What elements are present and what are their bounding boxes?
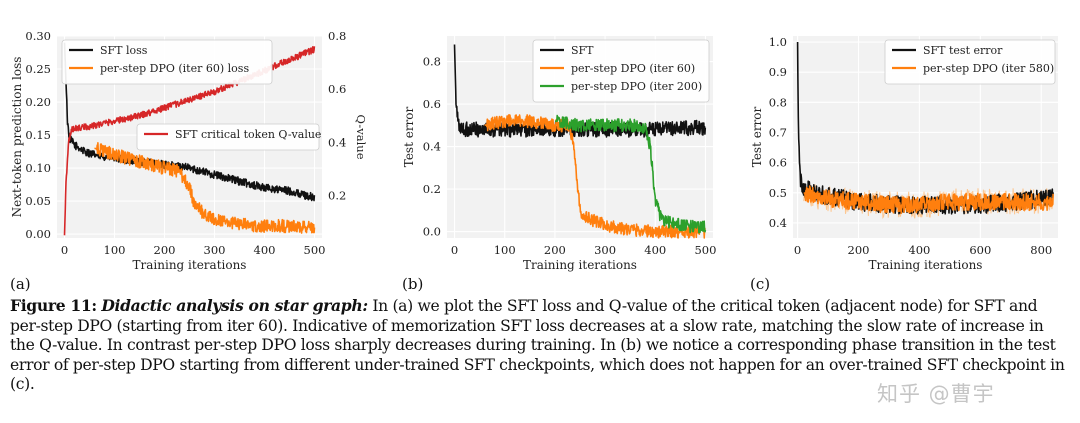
series-line-0 [453, 44, 707, 138]
panel-label: (b) [402, 275, 423, 293]
y-tick-label: 0.5 [769, 186, 787, 200]
x-tick-label: 400 [644, 243, 666, 257]
y-tick-label: 0.30 [25, 29, 51, 43]
y-tick-label: 0.25 [25, 62, 51, 76]
x-tick-label: 500 [304, 243, 326, 257]
y2-tick-label: 0.6 [328, 82, 346, 96]
legend-box [61, 39, 273, 85]
caption-text: In (a) we plot the SFT loss and Q-value … [10, 297, 1065, 394]
chart-panel-1: 0 100 200 300 400 500 0.0 0.2 0.4 0.6 0.8 Training … [402, 36, 716, 293]
legend: SFT critical token Q-value [136, 123, 321, 151]
y-tick-label: 0.8 [423, 55, 441, 69]
x-tick-label: 100 [494, 243, 516, 257]
x-tick-label: 800 [1030, 243, 1052, 257]
y-tick-label: 0.4 [769, 216, 787, 230]
series-line-1 [94, 142, 316, 234]
y-tick-label: 0.10 [25, 161, 51, 175]
legend-entry: SFT critical token Q-value [175, 128, 321, 141]
y-axis-label: Test error [750, 106, 764, 167]
y-tick-label: 0.2 [423, 182, 441, 196]
y-tick-label: 0.7 [769, 125, 787, 139]
y-tick-label: 0.0 [423, 225, 441, 239]
legend: SFT test error per-step DPO (iter 580) [884, 39, 1056, 85]
x-tick-label: 600 [969, 243, 991, 257]
x-tick-label: 100 [104, 243, 126, 257]
x-tick-label: 0 [61, 243, 68, 257]
x-tick-label: 0 [451, 243, 458, 257]
legend-entry: SFT loss [100, 44, 148, 57]
y-tick-label: 0.4 [423, 140, 441, 154]
x-tick-label: 200 [544, 243, 566, 257]
y-tick-label: 0.15 [25, 128, 51, 142]
y-axis-label: Test error [402, 106, 416, 167]
x-axis-label: Training iterations [869, 258, 983, 272]
legend-entry: SFT test error [923, 44, 1003, 57]
y-axis-label: Next-token prediction loss [10, 57, 24, 218]
x-axis-label: Training iterations [523, 258, 637, 272]
legend-entry: SFT [571, 44, 594, 57]
legend-entry: per-step DPO (iter 60) loss [100, 62, 249, 75]
series-line-2 [63, 46, 316, 236]
series-line-1 [803, 185, 1054, 214]
x-tick-label: 400 [908, 243, 930, 257]
y-tick-label: 0.9 [769, 65, 787, 79]
legend-entry: per-step DPO (iter 580) [923, 62, 1054, 75]
x-axis-label: Training iterations [133, 258, 247, 272]
figure-caption: Figure 11: Didactic analysis on star gra… [10, 296, 1072, 395]
x-tick-label: 300 [204, 243, 226, 257]
x-tick-label: 200 [154, 243, 176, 257]
legend-box [884, 39, 1056, 85]
chart-panel-0: 0 100 200 300 400 500 0.00 0.05 0.10 0.15 0.20 0.25… [10, 29, 368, 293]
legend: SFT per-step DPO (iter 60) per-step DPO (i… [532, 39, 710, 103]
x-tick-label: 200 [848, 243, 870, 257]
x-tick-label: 500 [694, 243, 716, 257]
chart-panel-2: 0 200 400 600 800 0.4 0.5 0.6 0.7 0.8 0.9 1.0 Traini… [750, 35, 1058, 293]
x-tick-label: 0 [794, 243, 801, 257]
legend-entry: per-step DPO (iter 200) [571, 80, 702, 93]
figure-panels: 0 100 200 300 400 5000.000.050.100.150.200.25… [10, 29, 1058, 293]
y2-tick-label: 0.8 [328, 29, 346, 43]
y2-tick-label: 0.4 [328, 135, 346, 149]
y-tick-label: 0.6 [769, 156, 787, 170]
watermark: 知乎 @曹宇 [877, 382, 995, 406]
legend: SFT loss per-step DPO (iter 60) loss [61, 39, 273, 85]
x-tick-label: 400 [254, 243, 276, 257]
panel-label: (a) [10, 275, 31, 293]
y-tick-label: 1.0 [769, 35, 787, 49]
y-tick-label: 0.00 [25, 227, 51, 241]
caption-label: Figure 11: [10, 296, 97, 315]
x-tick-label: 300 [594, 243, 616, 257]
panel-label: (c) [750, 275, 770, 293]
legend-box [136, 123, 320, 151]
y2-tick-label: 0.2 [328, 188, 346, 202]
legend-entry: per-step DPO (iter 60) [571, 62, 695, 75]
series-line-0 [63, 42, 316, 202]
series-line-2 [554, 114, 707, 234]
y-tick-label: 0.05 [25, 194, 51, 208]
caption-title: Didactic analysis on star graph: [101, 296, 368, 315]
legend-box [532, 39, 710, 103]
y2-axis-label: Q-value [354, 115, 368, 160]
y-tick-label: 0.20 [25, 95, 51, 109]
y-tick-label: 0.8 [769, 95, 787, 109]
y-tick-label: 0.6 [423, 97, 441, 111]
